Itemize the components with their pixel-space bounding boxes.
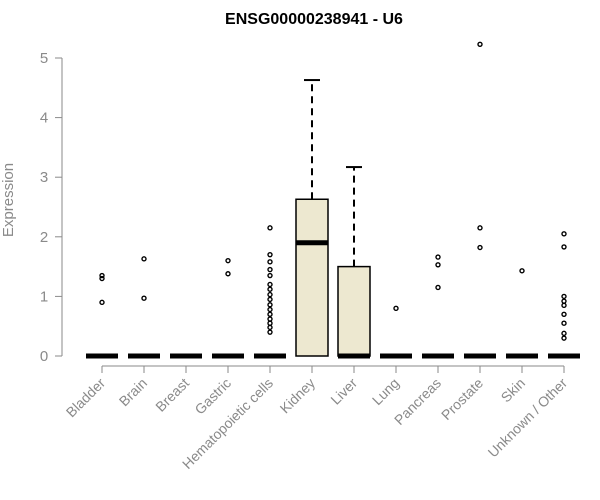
x-tick-label: Skin [498, 375, 529, 406]
box-8 [422, 254, 454, 359]
y-tick-label: 2 [40, 229, 48, 246]
outlier-point [477, 244, 483, 251]
y-tick-label: 5 [40, 50, 48, 67]
outlier-point [267, 320, 273, 326]
outlier-point [561, 330, 567, 337]
outlier-point [519, 268, 525, 274]
outlier-point [561, 320, 567, 326]
outlier-point [435, 254, 441, 260]
x-tick-label: Pancreas [391, 375, 444, 428]
box-6 [337, 166, 371, 359]
y-tick-label: 0 [40, 348, 48, 365]
outlier-point [267, 296, 273, 303]
box-body [295, 198, 329, 357]
outlier-point [267, 302, 273, 308]
outlier-point [561, 293, 567, 300]
outlier-point [99, 299, 105, 306]
outlier-point [561, 302, 567, 309]
outlier-point [267, 311, 273, 317]
y-axis: 0 1 2 3 4 5 [40, 50, 63, 365]
outlier-point [141, 256, 147, 262]
outlier-point [561, 244, 567, 250]
outlier-point [267, 251, 273, 258]
x-tick-label: Prostate [438, 375, 486, 423]
boxes [86, 41, 580, 359]
box-7 [380, 305, 412, 359]
box-body [337, 265, 371, 357]
outlier-point [267, 281, 273, 288]
x-tick-label: Unknown / Other [485, 375, 571, 461]
outlier-point [267, 329, 273, 335]
outlier-point [141, 295, 147, 301]
x-tick-label: Kidney [277, 375, 319, 417]
outlier-point [267, 291, 273, 298]
box-5 [295, 79, 329, 357]
box-0 [86, 272, 118, 359]
outlier-point [435, 262, 441, 268]
outlier-point [561, 311, 567, 317]
y-tick-label: 4 [40, 110, 48, 127]
outlier-point [99, 275, 105, 282]
x-tick-label: Lung [369, 375, 402, 408]
box-9 [464, 41, 496, 359]
outlier-point [561, 335, 567, 341]
outlier-point [267, 225, 273, 231]
outlier-point [225, 257, 231, 264]
outlier-point [267, 286, 273, 292]
box-1 [128, 256, 160, 359]
outlier-point [225, 271, 231, 277]
box-11 [548, 231, 580, 359]
outlier-point [267, 306, 273, 313]
x-tick-label: Liver [327, 375, 360, 408]
outlier-point [99, 272, 105, 279]
outlier-point [267, 316, 273, 322]
box-10 [506, 268, 538, 359]
outlier-point [561, 231, 567, 237]
y-tick-label: 1 [40, 288, 48, 305]
outlier-point [435, 284, 441, 291]
y-axis-label: Expression [0, 163, 17, 237]
x-tick-label: Bladder [63, 375, 109, 421]
box-3 [212, 257, 244, 359]
outlier-point [267, 266, 273, 273]
x-tick-label: Brain [116, 375, 150, 409]
x-tick-label: Breast [152, 375, 192, 415]
outlier-point [477, 225, 483, 231]
box-4 [254, 225, 286, 359]
outlier-point [267, 324, 273, 331]
chart-title: ENSG00000238941 - U6 [225, 11, 403, 28]
outlier-point [267, 272, 273, 279]
outlier-point [561, 298, 567, 304]
y-tick-label: 3 [40, 169, 48, 186]
outlier-point [267, 259, 273, 265]
outlier-point [477, 41, 483, 47]
outlier-point [393, 305, 399, 312]
